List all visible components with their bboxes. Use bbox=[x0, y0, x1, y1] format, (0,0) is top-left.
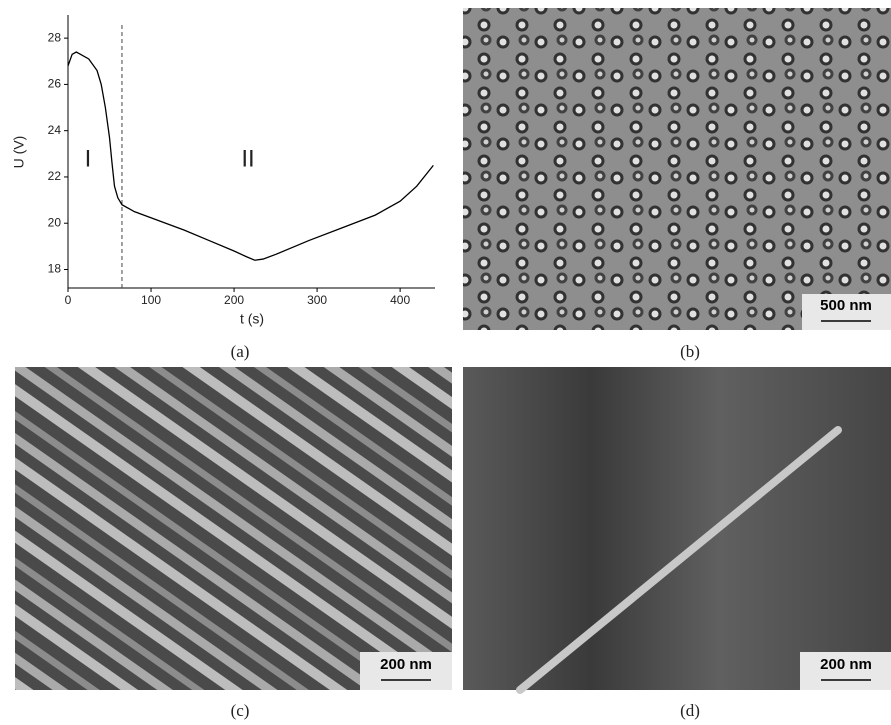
caption: (a) bbox=[231, 342, 250, 361]
x-tick-label: 200 bbox=[224, 293, 244, 307]
y-tick-label: 18 bbox=[48, 262, 62, 276]
y-tick-label: 26 bbox=[48, 77, 62, 91]
caption: (b) bbox=[680, 342, 700, 361]
scale-bar-label: 500 nm bbox=[820, 297, 872, 314]
x-tick-label: 0 bbox=[65, 293, 72, 307]
scale-bar-label: 200 nm bbox=[820, 656, 872, 673]
scale-bar-label: 200 nm bbox=[380, 656, 432, 673]
data-line bbox=[67, 51, 434, 261]
y-axis-label: U (V) bbox=[11, 136, 27, 169]
x-tick-label: 400 bbox=[390, 293, 410, 307]
x-axis-label: t (s) bbox=[240, 311, 264, 327]
sem-particles bbox=[463, 8, 891, 330]
scale-bar-box bbox=[800, 652, 891, 690]
x-tick-label: 300 bbox=[307, 293, 327, 307]
y-tick-label: 24 bbox=[48, 123, 62, 137]
annotation: I bbox=[85, 145, 92, 172]
y-tick-label: 20 bbox=[48, 215, 62, 229]
sem-image-c bbox=[15, 367, 452, 690]
y-tick-label: 22 bbox=[48, 169, 62, 183]
scale-bar-box bbox=[360, 652, 452, 690]
caption: (c) bbox=[231, 701, 250, 720]
x-tick-label: 100 bbox=[141, 293, 161, 307]
annotation: II bbox=[241, 145, 254, 172]
caption: (d) bbox=[680, 701, 700, 720]
y-tick-label: 28 bbox=[48, 30, 62, 44]
scale-bar-box bbox=[802, 294, 891, 330]
nanowire bbox=[516, 426, 842, 694]
sem-image-d bbox=[463, 367, 891, 690]
